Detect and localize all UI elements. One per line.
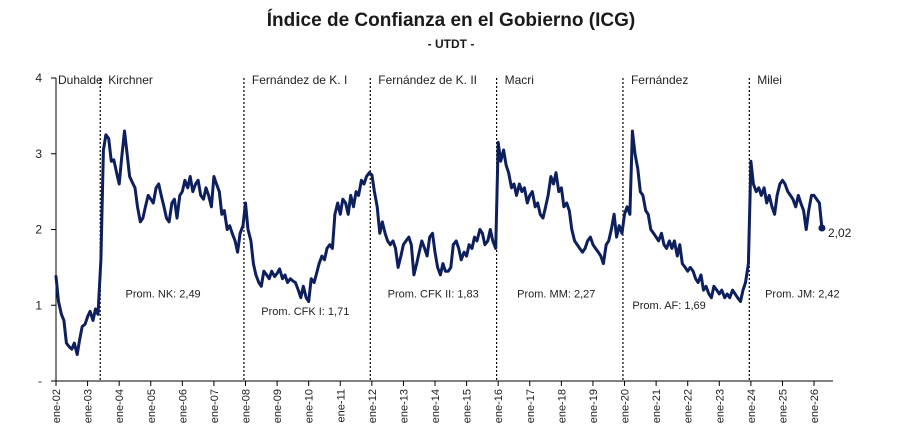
x-tick-label: ene-03: [83, 389, 95, 423]
x-tick-label: ene-19: [588, 389, 600, 423]
period-label: Macri: [505, 73, 534, 87]
period-average-label: Prom. JM: 2,42: [765, 289, 840, 301]
x-tick-label: ene-11: [335, 389, 347, 422]
series-line-icg: [54, 129, 824, 356]
period-average-label: Prom. CFK II: 1,83: [388, 289, 479, 301]
period-label: Fernández de K. I: [252, 73, 347, 87]
period-label: Kirchner: [108, 73, 153, 87]
x-tick-label: ene-16: [493, 389, 505, 423]
x-tick-label: ene-10: [304, 389, 316, 423]
y-tick-label: 2: [35, 223, 42, 237]
period-label: Fernández: [631, 73, 688, 87]
x-tick-label: ene-12: [367, 389, 379, 423]
period-label: Duhalde: [58, 73, 103, 87]
y-tick-label: 4: [35, 71, 42, 85]
x-tick-label: ene-17: [525, 389, 537, 423]
x-tick-label: ene-08: [241, 389, 253, 423]
x-tick-label: ene-22: [683, 389, 695, 423]
period-average-label: Prom. CFK I: 1,71: [261, 306, 349, 318]
last-value-label: 2,02: [828, 226, 852, 240]
y-tick-label: 1: [35, 298, 42, 312]
x-tick-label: ene-04: [114, 389, 126, 423]
x-tick-label: ene-24: [746, 389, 758, 423]
chart-title: Índice de Confianza en el Gobierno (ICG): [267, 9, 635, 31]
x-tick-label: ene-09: [272, 389, 284, 423]
period-average-label: Prom. NK: 2,49: [125, 289, 200, 301]
x-tick-label: ene-06: [177, 389, 189, 423]
x-tick-label: ene-25: [777, 389, 789, 423]
y-tick-label: 3: [35, 147, 42, 161]
x-tick-label: ene-13: [398, 389, 410, 423]
x-tick-label: ene-07: [209, 389, 221, 423]
last-point-marker: [818, 224, 826, 232]
period-average-label: Prom. AF: 1,69: [632, 300, 705, 312]
x-tick-label: ene-15: [462, 389, 474, 423]
y-tick-label: -: [38, 374, 42, 388]
x-tick-label: ene-18: [556, 389, 568, 423]
period-label: Milei: [757, 73, 782, 87]
chart-subtitle: - UTDT -: [428, 37, 475, 51]
x-tick-label: ene-05: [146, 389, 158, 423]
x-tick-label: ene-23: [714, 389, 726, 423]
period-average-label: Prom. MM: 2,27: [517, 289, 595, 301]
x-tick-label: ene-26: [809, 389, 821, 423]
x-tick-label: ene-14: [430, 389, 442, 423]
x-tick-label: ene-20: [620, 389, 632, 423]
x-tick-label: ene-21: [651, 389, 663, 423]
period-label: Fernández de K. II: [378, 73, 477, 87]
plot-area: - 1 2 3 4 ene-02 ene-03 ene-04 ene-05 ene-06 ene-0…: [35, 71, 851, 423]
x-tick-label: ene-02: [51, 389, 63, 423]
